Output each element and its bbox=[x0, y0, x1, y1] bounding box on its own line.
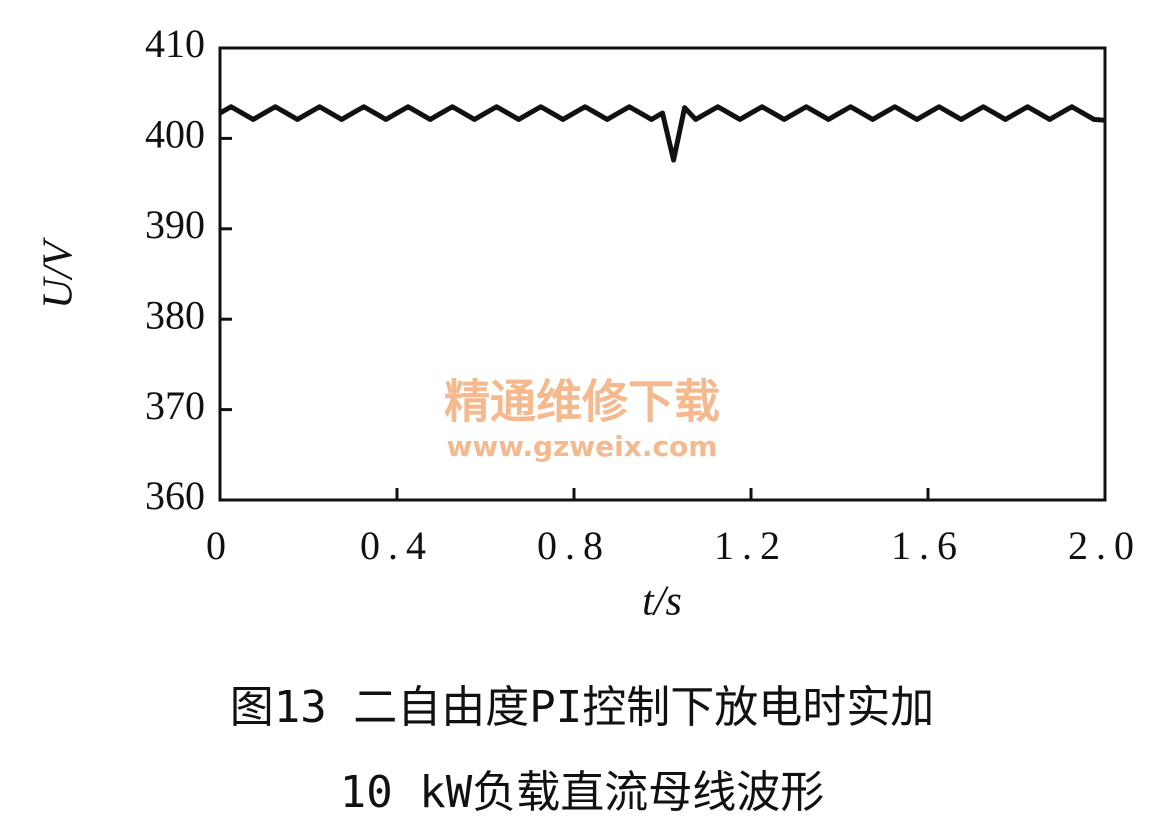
y-tick-label: 390 bbox=[145, 202, 205, 247]
x-axis-label: t/s bbox=[642, 579, 682, 625]
y-tick-label: 360 bbox=[145, 473, 205, 518]
x-tick-label: 0.8 bbox=[537, 523, 611, 568]
caption: 图13 二自由度PI控制下放电时实加 bbox=[230, 682, 934, 733]
x-tick-label: 0 bbox=[206, 523, 234, 568]
x-tick-label: 0.4 bbox=[360, 523, 434, 568]
caption: 10 kW负载直流母线波形 bbox=[340, 767, 824, 818]
watermark: www.gzweix.com bbox=[447, 430, 718, 463]
y-tick-label: 370 bbox=[145, 383, 205, 428]
watermark: 精通维修下载 bbox=[444, 375, 720, 429]
x-tick-label: 1.6 bbox=[891, 523, 965, 568]
y-axis-label: U/V bbox=[36, 237, 82, 309]
line bbox=[218, 104, 1106, 163]
x-tick-label: 1.2 bbox=[714, 523, 788, 568]
y-tick-label: 380 bbox=[145, 292, 205, 337]
plot-frame bbox=[218, 46, 1107, 502]
x-tick-label: 2.0 bbox=[1068, 523, 1142, 568]
y-tick-label: 410 bbox=[145, 21, 205, 66]
y-tick-label: 400 bbox=[145, 112, 205, 157]
